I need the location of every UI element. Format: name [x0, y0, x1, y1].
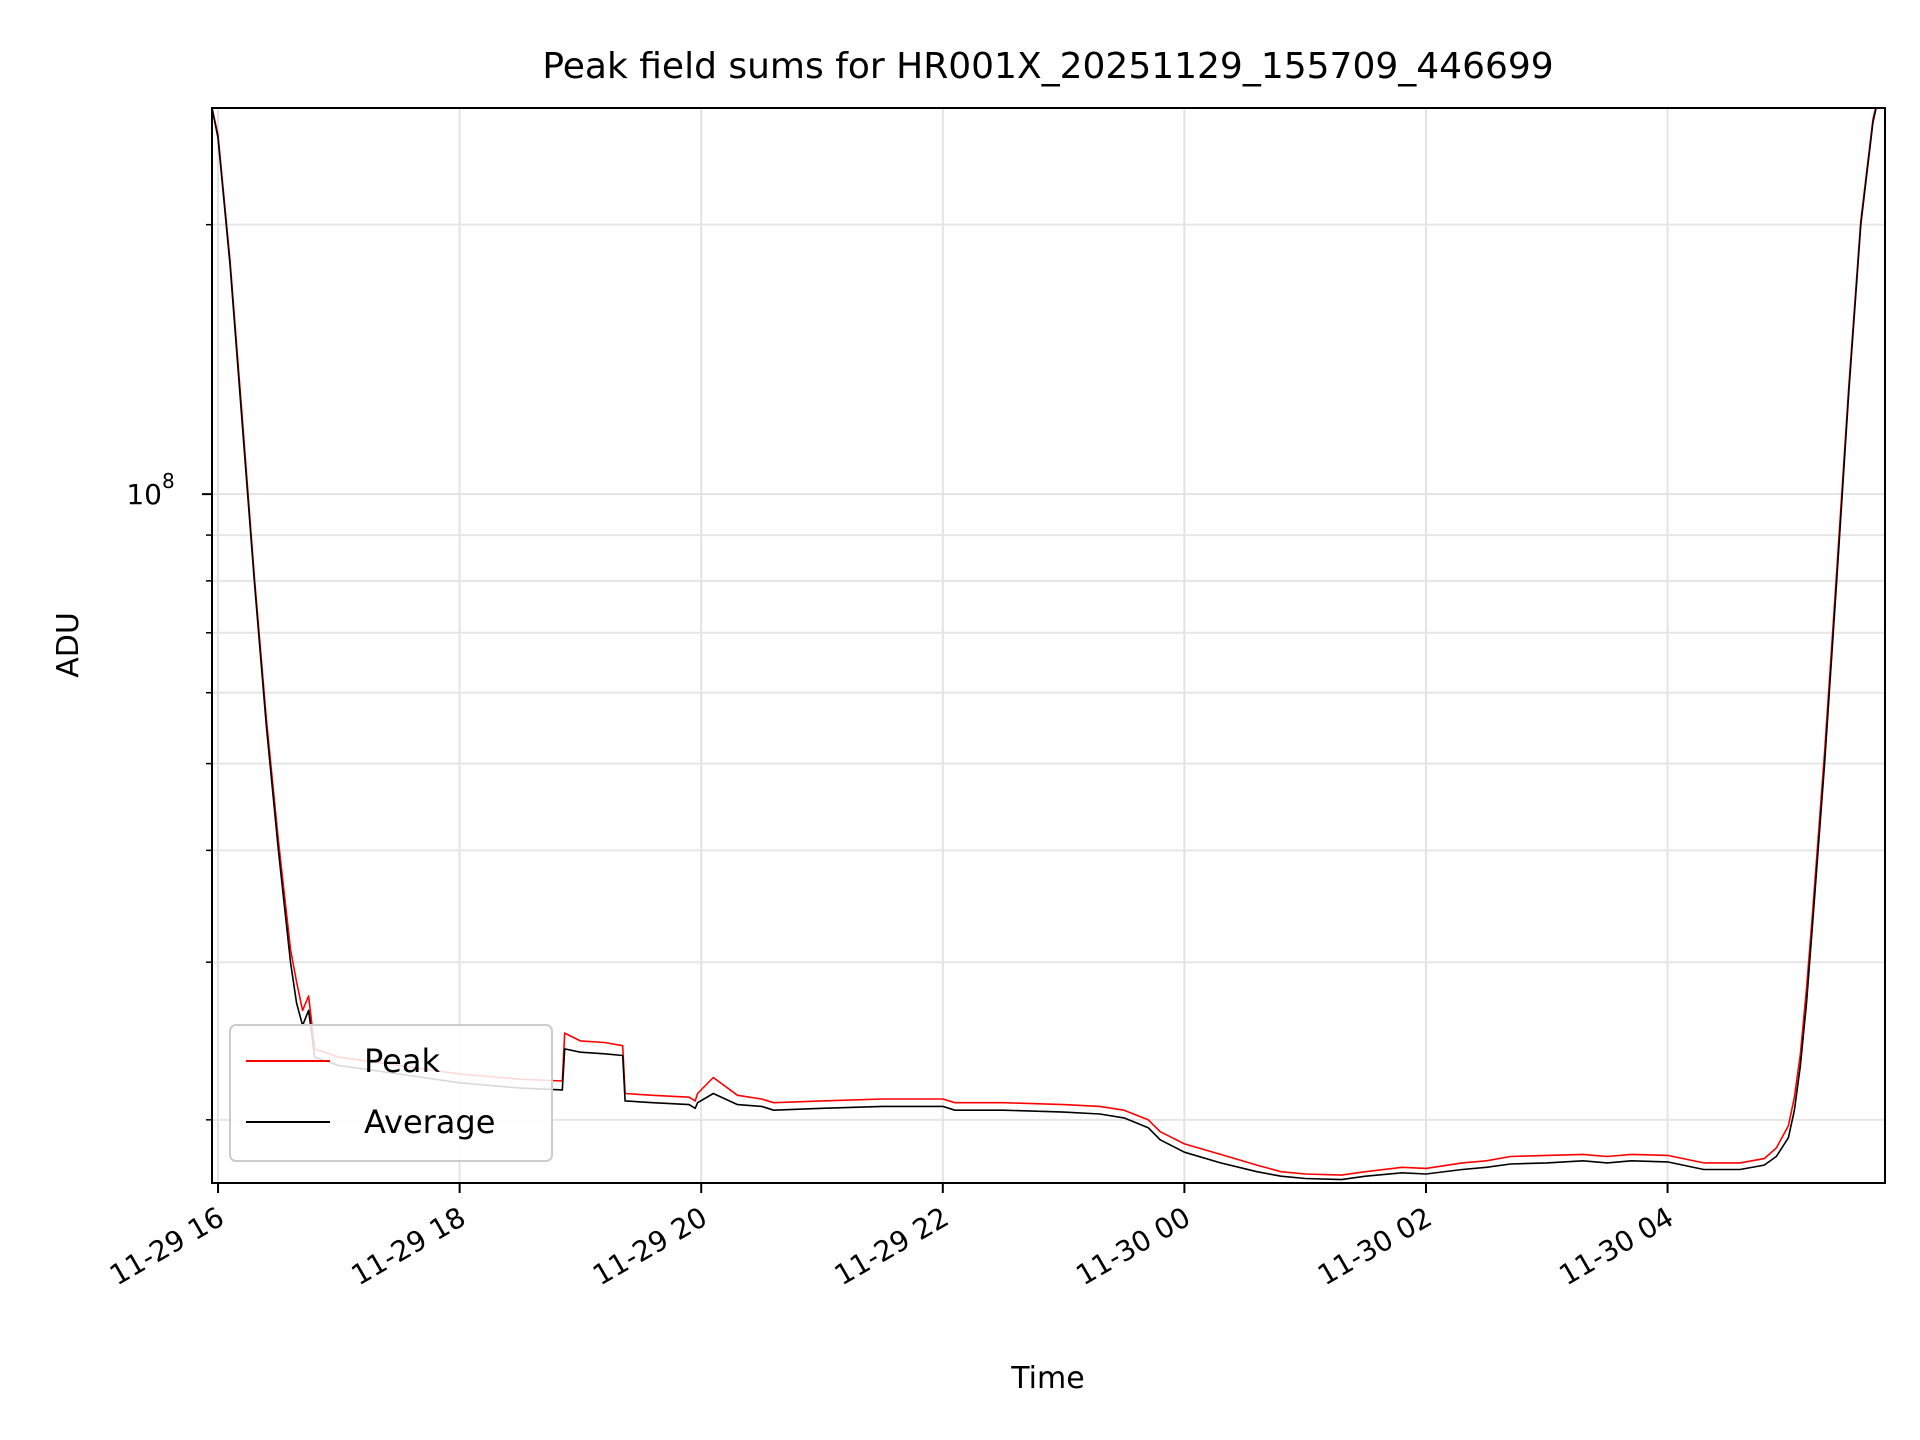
legend-label-peak: Peak	[364, 1042, 440, 1080]
y-axis-label: ADU	[51, 612, 86, 678]
y-tick-exponent: 8	[162, 469, 175, 493]
legend-box	[229, 1024, 553, 1162]
chart-title: Peak field sums for HR001X_20251129_1557…	[542, 46, 1553, 87]
y-axis-ticks: 10 8	[126, 223, 212, 1121]
legend-label-average: Average	[364, 1103, 495, 1141]
x-axis-label: Time	[1010, 1361, 1084, 1396]
plot-frame	[211, 107, 1886, 1184]
legend: Peak Average	[229, 1024, 553, 1162]
y-tick-label: 10	[126, 478, 162, 511]
